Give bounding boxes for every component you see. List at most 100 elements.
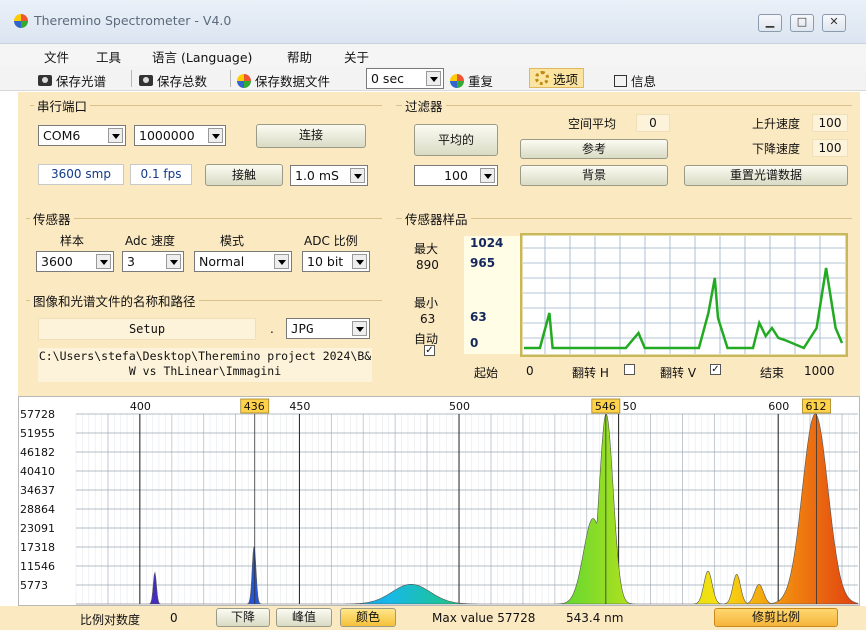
adc-ratio-value: 10 bit — [307, 254, 344, 269]
filter-group-line — [396, 105, 852, 106]
toolbar-separator — [131, 70, 132, 87]
fall-label: 下降速度 — [752, 142, 801, 156]
y-tick-label: 57728 — [20, 408, 55, 421]
interval-select[interactable]: 0 sec — [366, 68, 444, 89]
menu-language[interactable]: 语言 (Language) — [152, 50, 253, 65]
down-button[interactable]: 下降 — [216, 608, 270, 627]
connect-button[interactable]: 连接 — [256, 124, 366, 148]
port-select[interactable]: COM6 — [38, 125, 126, 146]
min-label: 最小 — [414, 296, 439, 310]
x-tick-label: 600 — [768, 400, 789, 413]
file-name-input[interactable]: Setup — [38, 318, 256, 340]
y-tick-label: 23091 — [20, 522, 55, 535]
mode-select[interactable]: Normal — [194, 251, 292, 272]
chevron-down-icon — [426, 71, 441, 86]
adc-speed-select[interactable]: 3 — [122, 251, 184, 272]
touch-button[interactable]: 接触 — [205, 164, 283, 186]
flower-icon — [450, 73, 464, 88]
maximize-button[interactable]: □ — [790, 14, 814, 32]
sensor-sample-plot — [520, 233, 848, 357]
peak-label-box — [240, 398, 270, 414]
chevron-down-icon — [274, 254, 289, 269]
options-button[interactable]: 选项 — [529, 68, 585, 88]
reset-spectrum-button[interactable]: 重置光谱数据 — [684, 165, 848, 186]
flip-h-checkbox[interactable] — [624, 364, 635, 375]
info-button[interactable]: 信息 — [614, 71, 656, 90]
save-data-label: 保存数据文件 — [255, 74, 331, 89]
fall-value[interactable]: 100 — [812, 139, 848, 157]
flip-v-label: 翻转 V — [660, 366, 697, 380]
chevron-down-icon — [108, 128, 123, 143]
average-button[interactable]: 平均的 — [414, 124, 498, 156]
spectrum-area — [18, 396, 860, 606]
min-value: 63 — [420, 312, 436, 326]
x-tick-label: 400 — [130, 400, 151, 413]
y-tick-label: 51955 — [20, 427, 55, 440]
save-total-button[interactable]: 保存总数 — [139, 71, 207, 90]
adc-speed-label: Adc 速度 — [125, 234, 176, 248]
sample-group-title: 传感器样品 — [402, 209, 471, 228]
menu-tools[interactable]: 工具 — [96, 50, 122, 65]
adc-ratio-select[interactable]: 10 bit — [302, 251, 370, 272]
repeat-button[interactable]: 重复 — [450, 71, 493, 90]
interval-value: 0 sec — [371, 71, 405, 86]
files-group-line — [26, 300, 382, 301]
max-value: 890 — [416, 258, 439, 272]
start-label: 起始 — [474, 366, 499, 380]
spatial-value[interactable]: 0 — [636, 114, 670, 132]
peak-button[interactable]: 峰值 — [276, 608, 332, 627]
save-spectrum-label: 保存光谱 — [56, 74, 107, 89]
minimize-button[interactable]: ▁ — [758, 14, 782, 32]
camera-icon — [38, 75, 52, 86]
title-bar — [0, 0, 866, 44]
contrast-value[interactable]: 0 — [170, 611, 178, 625]
flip-h-label: 翻转 H — [572, 366, 609, 380]
auto-label: 自动 — [414, 332, 439, 346]
background-button[interactable]: 背景 — [520, 165, 668, 186]
serial-group-title: 串行端口 — [34, 96, 91, 115]
peak-label-box — [802, 398, 831, 414]
menu-help[interactable]: 帮助 — [287, 50, 313, 65]
port-value: COM6 — [43, 128, 81, 143]
gear-icon — [535, 71, 549, 85]
y-tick-label: 11546 — [20, 560, 55, 573]
y-tick-label: 34637 — [20, 484, 55, 497]
average-select[interactable]: 100 — [414, 165, 498, 186]
reference-button[interactable]: 参考 — [520, 139, 668, 159]
menu-about[interactable]: 关于 — [344, 50, 370, 65]
x-tick-label: 50 — [623, 400, 637, 413]
scale-low: 63 — [470, 310, 487, 324]
extension-select[interactable]: JPG — [286, 318, 370, 339]
color-button[interactable]: 颜色 — [340, 608, 396, 627]
baud-value: 1000000 — [139, 128, 195, 143]
toolbar-separator — [230, 70, 231, 87]
adc-ratio-label: ADC 比例 — [304, 234, 358, 248]
save-spectrum-button[interactable]: 保存光谱 — [38, 71, 106, 90]
baud-select[interactable]: 1000000 — [134, 125, 226, 146]
adc-speed-value: 3 — [127, 254, 135, 269]
exposure-select[interactable]: 1.0 mS — [290, 165, 368, 186]
flip-v-checkbox[interactable]: ✓ — [710, 364, 721, 375]
mode-label: 模式 — [220, 234, 245, 248]
sample-label: 样本 — [60, 234, 85, 248]
fps-display: 0.1 fps — [130, 164, 192, 185]
flower-icon — [237, 73, 251, 88]
scale-high: 965 — [470, 256, 496, 270]
close-button[interactable]: ✕ — [822, 14, 846, 32]
spectrum-curve — [76, 413, 859, 605]
end-value[interactable]: 1000 — [804, 364, 835, 378]
y-tick-label: 17318 — [20, 541, 55, 554]
menu-file[interactable]: 文件 — [44, 50, 70, 65]
y-tick-label: 5773 — [20, 579, 48, 592]
info-icon — [614, 74, 627, 87]
chevron-down-icon — [352, 254, 367, 269]
sample-select[interactable]: 3600 — [36, 251, 114, 272]
file-path-display: C:\Users\stefa\Desktop\Theremino project… — [38, 348, 372, 382]
trim-scale-button[interactable]: 修剪比例 — [714, 608, 838, 627]
rise-value[interactable]: 100 — [812, 114, 848, 132]
start-value[interactable]: 0 — [526, 364, 534, 378]
auto-checkbox[interactable]: ✓ — [424, 345, 435, 356]
spectrum-chart: 57728 51955 46182 40410 34637 28864 23091 17318… — [20, 398, 859, 605]
max-value-text: Max value 57728 — [432, 611, 536, 625]
save-data-button[interactable]: 保存数据文件 — [237, 71, 330, 90]
